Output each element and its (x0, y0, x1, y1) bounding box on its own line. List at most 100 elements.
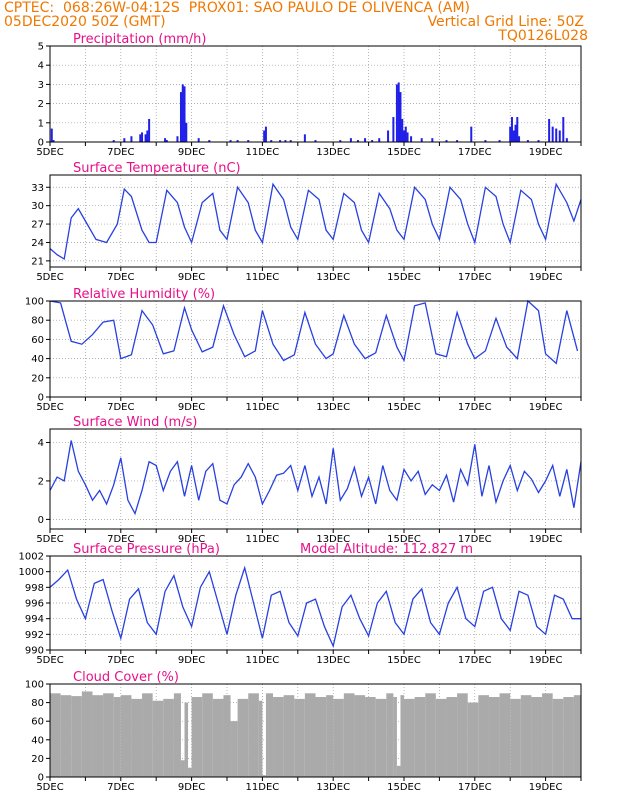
precip-bar (314, 140, 317, 142)
y-tick-label: 80 (31, 698, 44, 709)
precip-bar (378, 138, 381, 142)
x-tick-label: 7DEC (107, 147, 134, 158)
y-tick-label: 33 (31, 183, 44, 194)
panel-frame (49, 45, 582, 143)
cloud-bar (510, 698, 521, 777)
cloud-bar (202, 693, 213, 777)
cloud-bar (60, 695, 72, 777)
x-tick-label: 13DEC (316, 534, 350, 545)
x-tick-label: 13DEC (316, 782, 350, 793)
precip-bar (470, 126, 473, 142)
cloud-bar (531, 697, 543, 777)
x-tick-label: 15DEC (387, 272, 421, 283)
cloud-bar (142, 693, 153, 777)
x-tick-label: 15DEC (387, 534, 421, 545)
precip-bar (403, 130, 405, 142)
x-tick-label: 9DEC (178, 655, 205, 666)
panel-title: Surface Pressure (hPa) (73, 542, 220, 557)
y-tick-label: 1002 (19, 552, 44, 563)
y-tick-label: 60 (31, 335, 44, 346)
precip-bar (356, 140, 359, 142)
cloud-bar (467, 702, 479, 777)
panel-frame (49, 555, 582, 651)
precip-bar (270, 140, 273, 142)
cloud-bar (294, 698, 305, 777)
header-model-id: TQ0126L028 (498, 28, 588, 44)
precip-bar (197, 138, 200, 142)
y-tick-label: 100 (25, 680, 44, 691)
x-tick-label: 5DEC (36, 402, 63, 413)
y-tick-label: 4 (38, 61, 44, 72)
y-tick-label: 80 (31, 316, 44, 327)
cloud-bar (520, 695, 532, 777)
precip-bar (484, 140, 487, 142)
precip-bar (445, 140, 448, 142)
precip-bar (510, 117, 513, 142)
x-tick-label: 17DEC (458, 402, 492, 413)
precip-bar (537, 140, 540, 142)
cloud-bar (237, 698, 249, 777)
precip-bar (284, 140, 287, 142)
precip-bar (410, 136, 413, 142)
x-tick-label: 11DEC (246, 782, 280, 793)
series-line (49, 182, 582, 261)
precip-bar (247, 140, 250, 142)
precip-bar (208, 140, 211, 142)
cloud-bar (191, 697, 203, 777)
precip-bar (52, 140, 55, 142)
precip-bar (562, 117, 565, 142)
y-tick-label: 0 (38, 773, 44, 784)
x-tick-label: 5DEC (36, 534, 63, 545)
y-tick-label: 40 (31, 735, 44, 746)
x-tick-label: 11DEC (246, 534, 280, 545)
precip-bar (516, 117, 519, 142)
panel-title: Cloud Cover (%) (73, 670, 179, 685)
x-tick-label: 17DEC (458, 272, 492, 283)
precip-bar (526, 140, 529, 142)
precip-bar (229, 140, 232, 142)
cloud-bar (92, 695, 104, 777)
y-tick-label: 2 (38, 476, 44, 487)
cloud-bar (563, 697, 574, 777)
panel-frame (49, 428, 582, 530)
y-tick-label: 3 (38, 80, 44, 91)
cloud-bar (333, 698, 344, 777)
cloud-bar (212, 698, 224, 777)
precip-bar (551, 126, 554, 142)
precip-bar (141, 132, 144, 142)
x-tick-label: 17DEC (458, 534, 492, 545)
panel-title: Relative Humidity (%) (73, 287, 215, 302)
x-tick-label: 19DEC (529, 272, 563, 283)
x-tick-label: 19DEC (529, 147, 563, 158)
y-tick-label: 21 (31, 256, 44, 267)
x-tick-label: 11DEC (246, 655, 280, 666)
cloud-bar (283, 695, 295, 777)
y-tick-label: 4 (38, 438, 44, 449)
precip-bar (548, 118, 551, 142)
y-tick-label: 990 (25, 646, 44, 657)
cloud-bar (573, 695, 581, 777)
panel-title: Precipitation (mm/h) (73, 32, 206, 47)
x-tick-label: 11DEC (246, 402, 280, 413)
x-tick-label: 19DEC (529, 534, 563, 545)
precip-bar (183, 86, 186, 142)
cloud-bar (326, 695, 334, 777)
header-date: 05DEC2020 50Z (GMT) (4, 14, 166, 30)
precip-bar (123, 138, 126, 142)
x-tick-label: 13DEC (316, 272, 350, 283)
y-tick-label: 20 (31, 754, 44, 765)
x-tick-label: 15DEC (387, 782, 421, 793)
precip-bar (456, 140, 459, 142)
precip-bar (181, 84, 184, 142)
cloud-bar (71, 696, 82, 777)
y-tick-label: 996 (25, 599, 44, 610)
precip-bar (395, 84, 398, 142)
cloud-bar (184, 702, 189, 777)
y-tick-label: 992 (25, 630, 44, 641)
cloud-bar (103, 693, 114, 777)
y-tick-label: 0 (38, 515, 44, 526)
cloud-bar (258, 700, 263, 777)
precip-bar (387, 130, 390, 142)
cloud-bar (375, 698, 387, 777)
precip-bar (144, 134, 147, 142)
